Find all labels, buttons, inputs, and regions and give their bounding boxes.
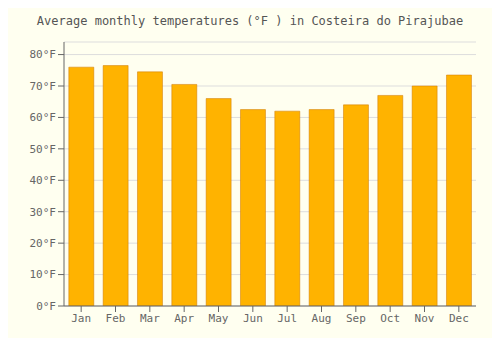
svg-text:Jun: Jun [243,312,263,325]
svg-text:May: May [209,312,229,325]
svg-text:Jan: Jan [71,312,91,325]
svg-text:80°F: 80°F [30,48,57,61]
svg-text:40°F: 40°F [30,174,57,187]
svg-text:0°F: 0°F [36,300,56,313]
svg-text:Sep: Sep [346,312,366,325]
svg-text:Oct: Oct [380,312,400,325]
svg-text:50°F: 50°F [30,143,57,156]
html-text:Average monthly temperatures (: Average monthly temperatures (°F ) in Co… [36,14,464,28]
svg-text:Jul: Jul [277,312,297,325]
svg-text:Feb: Feb [106,312,126,325]
svg-text:Nov: Nov [415,312,435,325]
svg-text:10°F: 10°F [30,268,57,281]
svg-text:Dec: Dec [449,312,469,325]
svg-text:Mar: Mar [140,312,160,325]
svg-text:20°F: 20°F [30,237,57,250]
svg-text:Apr: Apr [174,312,194,325]
svg-text:70°F: 70°F [30,80,57,93]
svg-text:30°F: 30°F [30,206,57,219]
svg-text:Aug: Aug [312,312,332,325]
svg-text:60°F: 60°F [30,111,57,124]
